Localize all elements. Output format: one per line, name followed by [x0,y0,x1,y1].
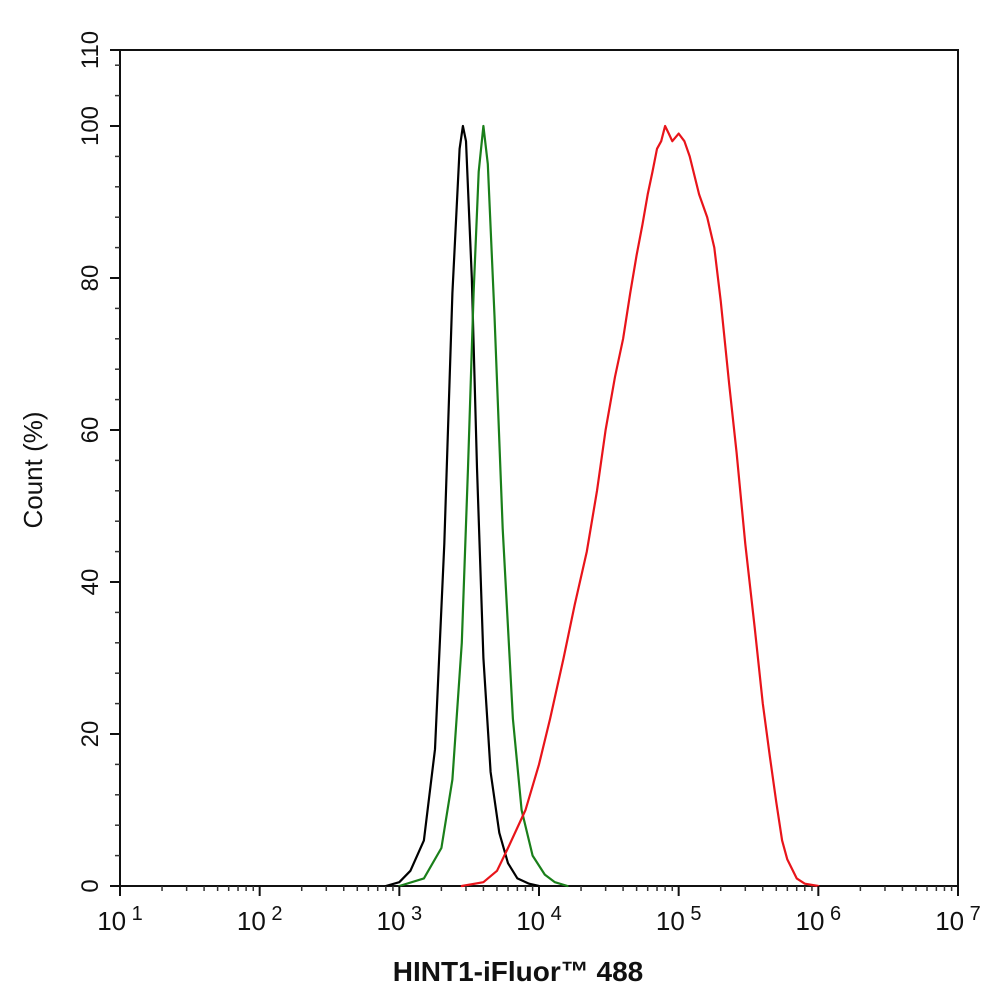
y-tick-label: 40 [77,569,104,596]
x-tick-label: 10 1 [97,903,143,936]
x-tick-label: 10 2 [237,903,283,936]
series-curve-2 [398,124,569,888]
series-curve-1 [384,124,541,888]
y-tick-label: 0 [77,879,104,892]
x-tick-label: 10 3 [377,903,423,936]
x-tick-label: 10 5 [656,903,702,936]
series-layer [384,124,820,888]
y-tick-label: 110 [77,31,104,69]
x-tick-label: 10 4 [516,903,562,936]
x-axis-title: HINT1-iFluor™ 488 [393,956,643,987]
x-tick-label: 10 7 [935,903,981,936]
y-tick-label: 100 [77,106,104,146]
y-tick-label: 80 [77,265,104,292]
series-curve-3 [460,124,820,888]
y-tick-label: 60 [77,417,104,444]
y-tick-label: 20 [77,721,104,748]
y-axis-title: Count (%) [18,411,48,528]
axis-layer: 0 20 40 60 80 100 110 10 1 10 2 10 3 10 4 10 5 10 6 1… [77,31,981,936]
x-tick-label: 10 6 [796,903,842,936]
